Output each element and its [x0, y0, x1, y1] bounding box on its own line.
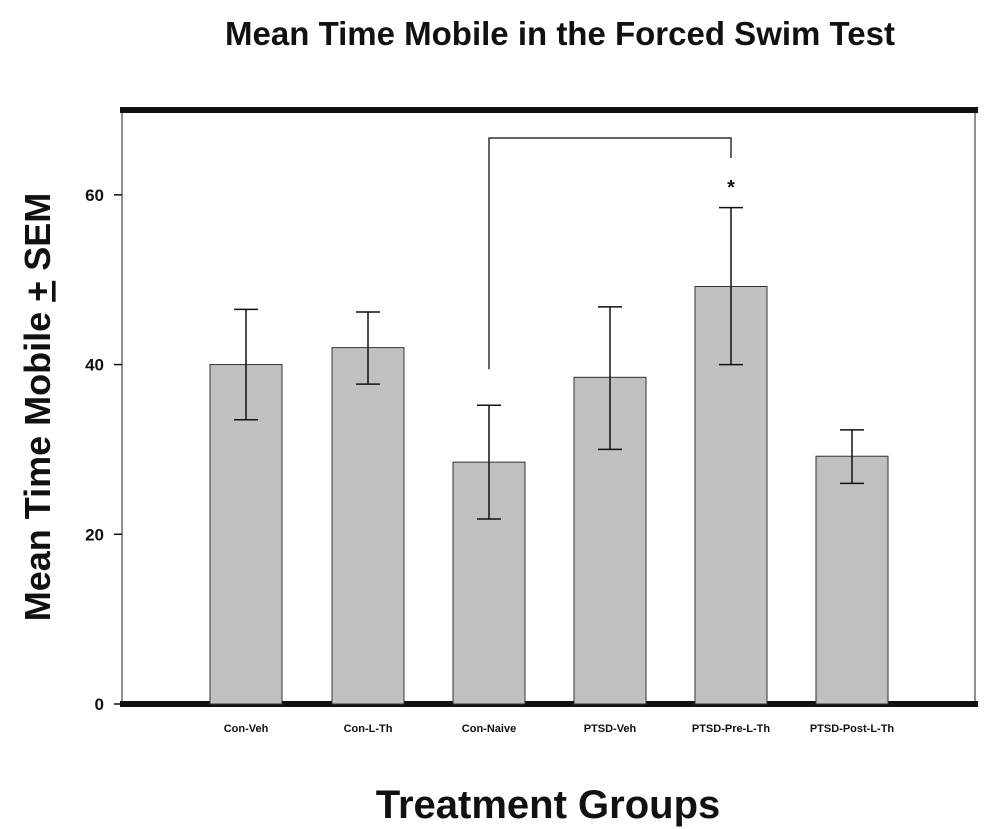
y-tick-label-0: 0 — [95, 695, 104, 714]
error-bar-ptsd-post-l-th — [840, 429, 864, 485]
significance-bracket — [488, 137, 732, 370]
error-bar-ptsd-pre-l-th — [719, 206, 743, 366]
bar-ptsd-post-l-th — [815, 455, 889, 705]
error-bar-con-naive — [477, 404, 501, 520]
x-tick-label-ptsd-post-l-th: PTSD-Post-L-Th — [810, 723, 895, 735]
x-tick-label-con-veh: Con-Veh — [224, 723, 269, 735]
significance-marker: * — [727, 177, 735, 199]
y-tick-label-20: 20 — [85, 525, 104, 544]
bar-con-l-th — [331, 347, 405, 705]
error-bar-ptsd-veh — [598, 306, 622, 451]
y-tick-label-40: 40 — [85, 356, 104, 375]
x-axis-label: Treatment Groups — [376, 783, 721, 827]
error-bar-con-veh — [234, 308, 258, 421]
y-tick-label-60: 60 — [85, 186, 104, 205]
x-tick-label-ptsd-pre-l-th: PTSD-Pre-L-Th — [692, 723, 771, 735]
significance-bracket-group: * — [488, 137, 735, 370]
error-bar-con-l-th — [356, 311, 380, 385]
error-bars-group — [234, 206, 864, 520]
y-ticks-group: 0 20 40 60 — [85, 186, 122, 714]
x-ticks-group: Con-Veh Con-L-Th Con-Naive PTSD-Veh PTSD-Pre… — [224, 723, 895, 735]
x-tick-label-con-l-th: Con-L-Th — [344, 723, 393, 735]
bars-group — [209, 286, 889, 705]
plot-area: * 0 20 40 60 Con-Veh Con-L-Th Con-Naive PTSD-V… — [85, 107, 978, 735]
chart-title: Mean Time Mobile in the Forced Swim Test — [225, 15, 895, 52]
x-tick-label-ptsd-veh: PTSD-Veh — [584, 723, 637, 735]
y-axis-label: Mean Time Mobile + SEM — [17, 193, 58, 621]
x-tick-label-con-naive: Con-Naive — [462, 723, 516, 735]
